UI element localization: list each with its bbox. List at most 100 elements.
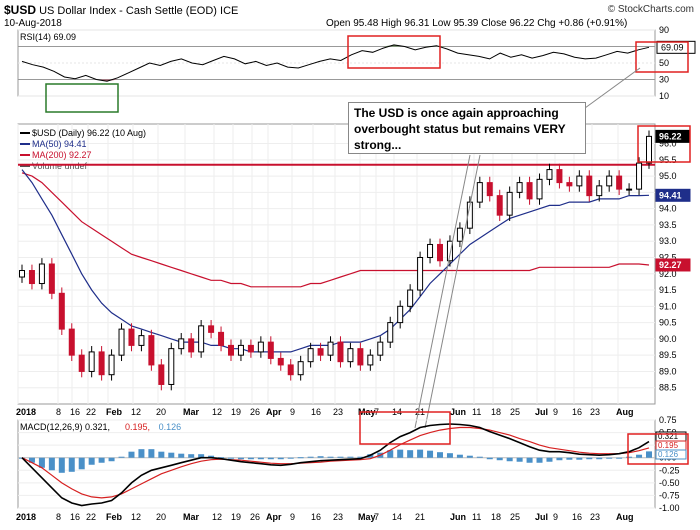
macd-histogram-bar [237,457,244,460]
x-tick-label-price: 16 [70,407,80,417]
macd-histogram-bar [78,457,85,470]
candle-body [496,195,503,216]
macd-histogram-bar [48,457,55,471]
candle-body [317,348,324,356]
candle-body [188,338,195,353]
macd-line [21,423,650,507]
chart-date: 10-Aug-2018 [4,18,62,29]
candle-body [198,325,205,353]
x-tick-label-macd: Jun [450,512,466,522]
macd-histogram-bar [506,457,513,462]
ma200-line [21,172,650,288]
x-tick-label-price: Apr [266,407,282,417]
instrument-name: US Dollar Index - Cash Settle (EOD) [39,5,217,17]
candle-body [48,263,55,294]
price-tick-label: 90.0 [659,334,677,344]
macd-histogram-bar [208,455,215,458]
x-tick-label-macd: 12 [212,512,222,522]
rsi-tick-label: 10 [659,91,669,101]
candle-body [407,289,414,307]
macd-histogram-bar [277,457,284,460]
candle-body [148,335,155,366]
macd-histogram-bar [496,457,503,461]
x-tick-label-price: 12 [131,407,141,417]
x-tick-label-price: 26 [250,407,260,417]
candle-body [347,348,354,363]
macd-histogram-bar [228,457,234,459]
macd-tick-label: -0.50 [659,478,680,488]
x-tick-label-macd: Mar [183,512,200,522]
price-tick-label: 89.5 [659,350,677,360]
x-tick-label-price: 11 [472,407,481,417]
x-tick-label-macd: 9 [553,512,558,522]
macd-histogram-bar [427,450,434,458]
x-tick-label-price: 9 [290,407,295,417]
x-tick-label-price: 18 [491,407,501,417]
macd-histogram-bar [138,449,145,458]
x-tick-label-price: 16 [572,407,582,417]
macd-histogram-bar [546,457,553,462]
macd-histogram-bar [486,457,493,460]
macd-histogram-bar [397,449,404,458]
price-highlight-box-aug [637,125,691,163]
candle-body [138,335,145,346]
price-tick-label: 91.5 [659,285,677,295]
price-legend-entry: Volume undef [32,161,88,171]
macd-histogram-bar [526,457,533,463]
macd-histogram-bar [516,457,523,462]
macd-legend-entry: 0.195, [125,422,150,432]
macd-histogram-bar [466,455,473,458]
candle-body [506,191,513,216]
candle-body [446,240,453,262]
candle-body [297,361,304,376]
macd-histogram-bar [257,457,264,460]
annotation-pointer-rsi [584,67,641,109]
candle-body [237,344,244,356]
macd-histogram-bar [576,457,583,460]
price-tick-label: 91.0 [659,301,677,311]
macd-tick-label: 0.75 [659,415,677,425]
candle-body [337,341,344,363]
macd-histogram-bar [327,456,334,458]
macd-value-tag: 0.321 [658,432,679,441]
macd-histogram-bar [417,449,424,458]
symbol: $USD [4,3,37,17]
candle-body [287,364,294,376]
exchange: ICE [220,5,239,17]
candle-body [606,175,613,187]
candle-body [88,351,95,372]
x-tick-label-price: 12 [212,407,222,417]
credit-text: © StockCharts.com [607,4,694,15]
candle-body [178,338,185,350]
candle-body [367,354,374,366]
x-tick-label-price: 19 [231,407,241,417]
macd-histogram-bar [247,457,254,460]
macd-histogram-bar [28,457,35,463]
price-tick-label: 89.0 [659,366,677,376]
macd-histogram-bar [317,456,324,458]
x-tick-label-macd: 9 [290,512,295,522]
macd-histogram-bar [357,456,364,458]
candle-body [616,175,623,190]
candle-body [218,331,225,346]
candle-body [257,341,264,353]
x-tick-label-macd: 26 [250,512,260,522]
price-tick-label: 93.0 [659,236,677,246]
macd-histogram-bar [566,457,573,460]
x-tick-label-macd: 2018 [16,512,36,522]
macd-histogram-bar [337,456,344,458]
macd-histogram-bar [407,450,414,458]
candle-body [526,182,533,200]
x-tick-label-price: 25 [510,407,520,417]
x-tick-label-price: 20 [156,407,166,417]
macd-tick-label: -0.75 [659,490,680,500]
x-tick-label-price: Jun [450,407,466,417]
x-tick-label-price: 2018 [16,407,36,417]
price-tick-label: 94.0 [659,204,677,214]
x-tick-label-macd: 11 [472,512,481,522]
candle-body [486,182,493,197]
macd-histogram-bar [476,456,483,458]
x-tick-label-price: Jul [535,407,548,417]
x-tick-label-macd: 18 [491,512,501,522]
candle-body [536,178,543,200]
